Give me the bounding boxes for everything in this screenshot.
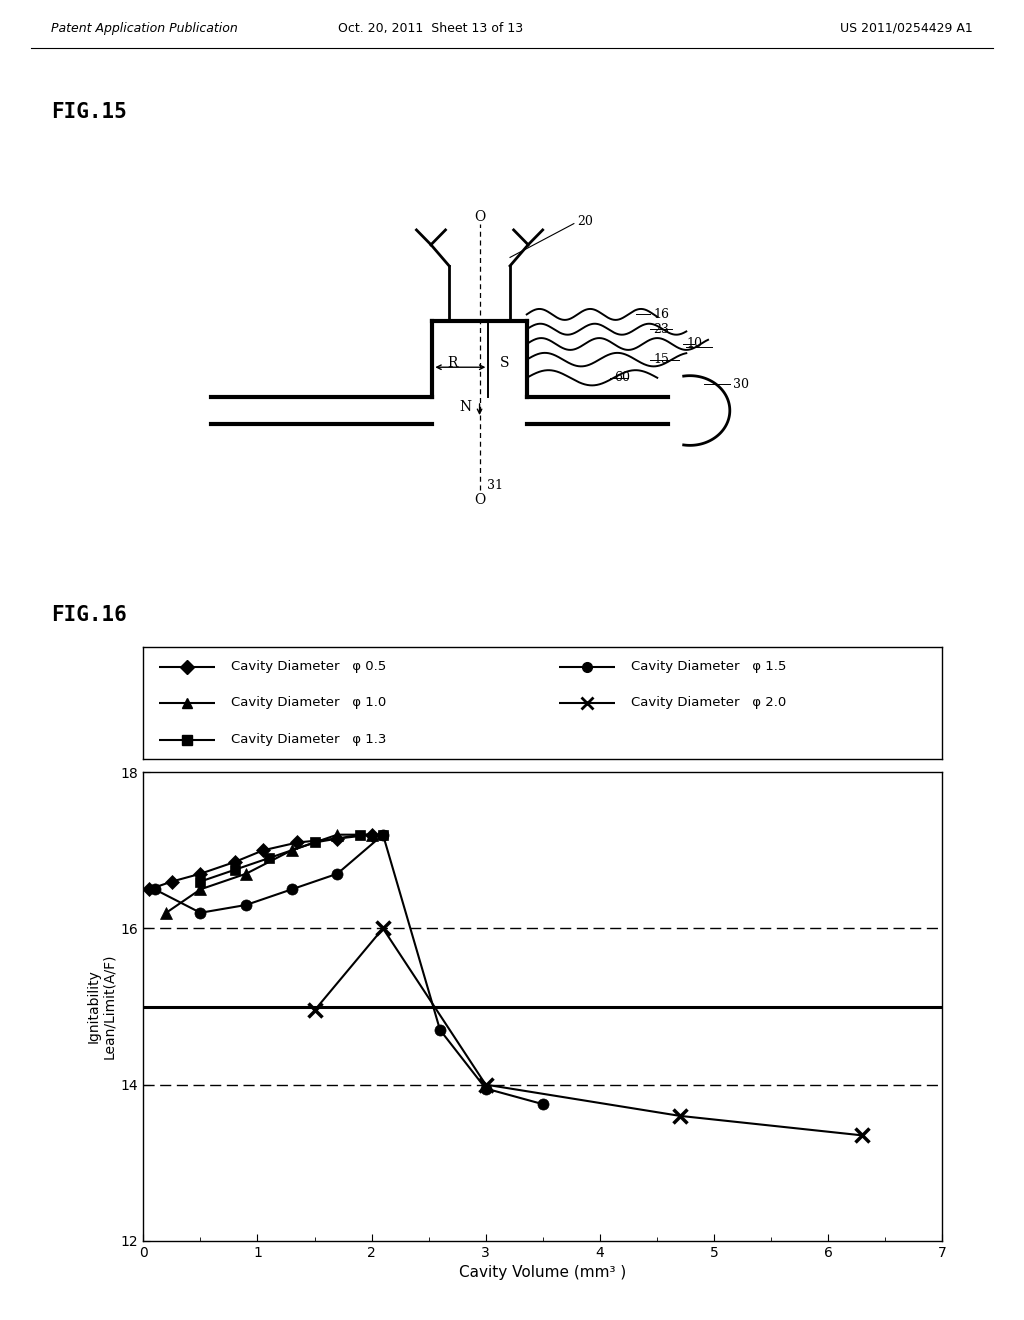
Text: Cavity Diameter   φ 2.0: Cavity Diameter φ 2.0 (631, 697, 785, 709)
Text: 30: 30 (733, 378, 750, 391)
Text: Oct. 20, 2011  Sheet 13 of 13: Oct. 20, 2011 Sheet 13 of 13 (338, 22, 522, 34)
Text: 23: 23 (653, 322, 670, 335)
Text: 15: 15 (653, 354, 670, 366)
Text: FIG.15: FIG.15 (51, 102, 127, 123)
Text: Patent Application Publication: Patent Application Publication (51, 22, 238, 34)
Text: 60: 60 (613, 371, 630, 384)
Text: 20: 20 (578, 215, 593, 228)
Text: Cavity Diameter   φ 1.5: Cavity Diameter φ 1.5 (631, 660, 786, 673)
Text: Cavity Diameter   φ 1.3: Cavity Diameter φ 1.3 (231, 734, 387, 746)
Text: 10: 10 (686, 338, 702, 351)
Text: N: N (459, 400, 471, 414)
Text: O: O (474, 494, 485, 507)
Text: Cavity Diameter   φ 0.5: Cavity Diameter φ 0.5 (231, 660, 386, 673)
Text: FIG.16: FIG.16 (51, 605, 127, 626)
Y-axis label: Ignitability
Lean/Limit(A/F): Ignitability Lean/Limit(A/F) (86, 954, 117, 1059)
Text: US 2011/0254429 A1: US 2011/0254429 A1 (840, 22, 973, 34)
Text: R: R (446, 356, 457, 370)
Text: O: O (474, 210, 485, 224)
Text: 16: 16 (653, 308, 670, 321)
Text: S: S (500, 356, 509, 370)
X-axis label: Cavity Volume (mm³ ): Cavity Volume (mm³ ) (459, 1265, 627, 1280)
Text: 31: 31 (486, 479, 503, 492)
Text: Cavity Diameter   φ 1.0: Cavity Diameter φ 1.0 (231, 697, 386, 709)
